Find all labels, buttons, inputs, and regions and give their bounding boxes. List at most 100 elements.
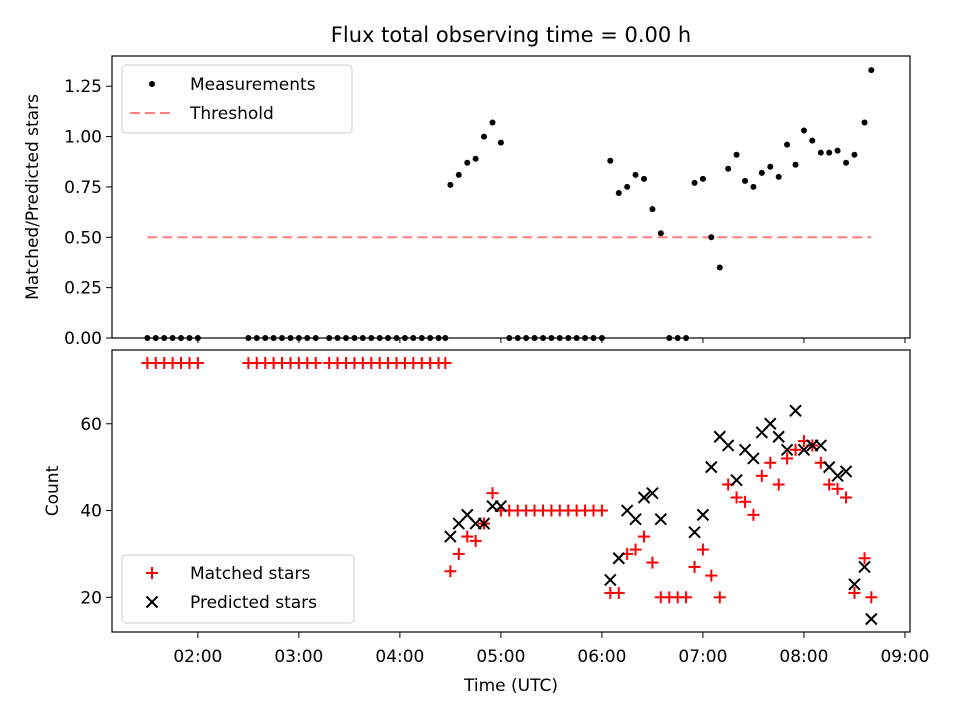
predicted-star-point — [730, 473, 743, 487]
measurement-point — [691, 179, 698, 186]
predicted-star-point — [637, 491, 651, 504]
matched-star-point — [739, 495, 752, 508]
predicted-star-point — [848, 578, 861, 591]
matched-star-point — [439, 357, 452, 370]
y-tick-label: 1.25 — [64, 77, 102, 97]
measurement-point — [861, 119, 868, 126]
measurement-point — [733, 151, 740, 158]
predicted-star-point — [789, 404, 802, 417]
matched-star-point — [848, 586, 861, 599]
measurement-point — [725, 165, 732, 172]
measurement-point — [792, 161, 799, 168]
matched-star-point — [461, 530, 474, 543]
chart-title: Flux total observing time = 0.00 h — [331, 23, 691, 47]
predicted-star-point — [839, 465, 853, 478]
predicted-star-point — [797, 443, 811, 456]
measurement-point — [657, 230, 664, 237]
matched-star-point — [755, 469, 768, 482]
measurement-point — [497, 139, 504, 146]
matched-star-point — [713, 591, 726, 604]
measurement-point — [641, 175, 648, 182]
predicted-star-point — [814, 439, 828, 452]
matched-star-point — [309, 357, 322, 370]
predicted-star-point — [612, 552, 625, 565]
legend-marker-measurements — [149, 81, 155, 87]
y-tick-label: 20 — [80, 588, 102, 608]
measurement-point — [775, 173, 782, 180]
predicted-star-point — [629, 512, 642, 526]
matched-star-point — [840, 491, 853, 504]
measurement-point — [632, 171, 639, 178]
legend-label-threshold: Threshold — [189, 104, 274, 124]
matched-star-point — [747, 508, 760, 521]
measurement-point — [455, 171, 462, 178]
y-tick-label: 0.50 — [64, 228, 102, 248]
measurement-point — [826, 149, 833, 156]
predicted-star-point — [494, 499, 508, 513]
predicted-star-point — [772, 430, 785, 443]
top-axes-frame — [111, 55, 911, 339]
measurement-point — [868, 67, 875, 74]
matched-star-point — [680, 591, 693, 604]
predicted-star-point — [646, 486, 659, 500]
measurement-point — [624, 183, 631, 190]
y-tick-label: 1.00 — [64, 128, 102, 148]
measurement-point — [767, 163, 774, 170]
measurement-point — [742, 177, 749, 184]
matched-star-point — [764, 456, 777, 469]
x-tick-label: 08:00 — [779, 647, 828, 667]
x-tick-label: 05:00 — [476, 647, 525, 667]
measurement-point — [489, 119, 496, 126]
y-tick-label: 40 — [80, 502, 102, 522]
measurement-point — [851, 151, 858, 158]
legend-marker-matched-stars — [146, 567, 158, 579]
bottom-legend: Matched stars Predicted stars — [121, 554, 355, 624]
matched-star-point — [452, 547, 465, 560]
legend-marker-predicted-stars — [145, 595, 159, 609]
matched-star-point — [688, 560, 701, 573]
measurement-point — [708, 234, 715, 241]
measurement-point — [649, 206, 656, 213]
matched-star-point — [629, 543, 642, 556]
matched-star-point — [865, 591, 878, 604]
legend-label-predicted-stars: Predicted stars — [190, 593, 317, 613]
y-tick-label: 60 — [80, 415, 102, 435]
y-axis-label: Matched/Predicted stars — [23, 94, 43, 300]
predicted-star-point — [780, 443, 794, 456]
legend-box — [121, 64, 353, 134]
matched-star-point — [705, 569, 718, 582]
predicted-star-point — [831, 469, 844, 483]
matched-star-point — [858, 552, 871, 565]
measurement-point — [607, 157, 614, 164]
matched-star-point — [772, 478, 785, 491]
matched-star-point — [486, 487, 499, 500]
predicted-star-point — [747, 452, 760, 465]
matched-star-point — [444, 565, 457, 578]
x-tick-label: 06:00 — [577, 647, 626, 667]
measurement-point — [784, 141, 791, 148]
y-tick-label: 0.00 — [64, 329, 102, 349]
x-tick-label: 09:00 — [880, 647, 929, 667]
legend-box — [121, 554, 355, 624]
x-tick-label: 07:00 — [678, 647, 727, 667]
measurement-point — [481, 133, 488, 140]
matched-star-point — [595, 504, 608, 517]
legend-label-matched-stars: Matched stars — [190, 564, 310, 584]
predicted-star-point — [764, 417, 777, 430]
predicted-star-point — [721, 439, 735, 452]
predicted-star-point — [444, 530, 457, 543]
measurement-point — [615, 189, 622, 196]
measurement-point — [843, 159, 850, 166]
predicted-star-point — [477, 517, 491, 530]
measurement-point — [758, 169, 765, 176]
measurement-point — [809, 137, 816, 144]
y-tick-label: 0.25 — [64, 279, 102, 299]
predicted-star-point — [705, 460, 718, 474]
matched-star-point — [469, 534, 482, 547]
measurement-point — [699, 175, 706, 182]
matched-star-point — [789, 443, 802, 456]
matched-star-point — [730, 491, 743, 504]
predicted-star-point — [654, 512, 668, 526]
measurement-point — [447, 181, 454, 188]
measurement-point — [817, 149, 824, 156]
